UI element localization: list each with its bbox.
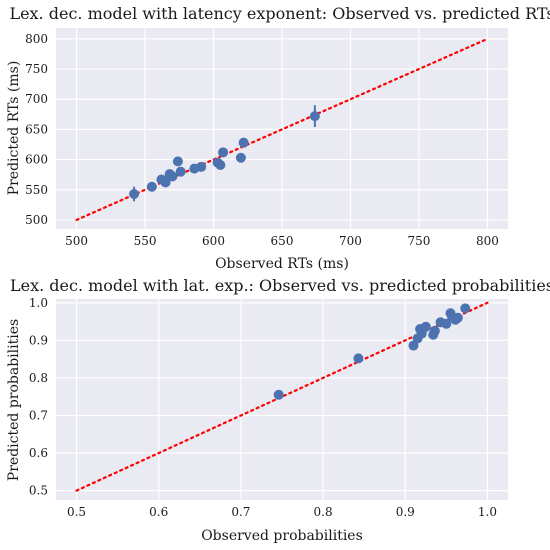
prob-y-tick-label: 0.7 [29, 408, 48, 422]
prob-y-tick-label: 0.6 [29, 446, 48, 460]
prob-x-tick-label: 0.7 [231, 505, 250, 519]
rt-x-tick-label: 500 [65, 234, 88, 248]
prob-x-tick-label: 0.8 [314, 505, 333, 519]
rt-data-point [160, 177, 171, 188]
prob-data-point [420, 321, 431, 332]
rt-x-tick-label: 700 [339, 234, 362, 248]
prob-gridlines [56, 299, 508, 500]
rt-y-axis-label: Predicted RTs (ms) [6, 61, 22, 196]
prob-chart: Lex. dec. model with lat. exp.: Observed… [6, 276, 550, 544]
rt-data-point [215, 160, 226, 171]
rt-y-tick-label: 600 [25, 153, 48, 167]
prob-x-tick-label: 0.5 [67, 505, 86, 519]
rt-data-point [146, 181, 157, 192]
rt-data-point [235, 152, 246, 163]
prob-data-point [429, 325, 440, 336]
prob-y-tick-label: 0.5 [29, 484, 48, 498]
prob-data-point [353, 353, 364, 364]
prob-y-tick-label: 0.8 [29, 371, 48, 385]
prob-points [273, 303, 471, 400]
prob-y-axis-label: Predicted probabilities [6, 319, 22, 481]
rt-x-ticks: 500 550 600 650 700 750 800 [65, 234, 499, 248]
prob-y-tick-label: 1.0 [29, 296, 48, 310]
rt-identity-line [75, 37, 489, 222]
rt-data-point [129, 188, 140, 199]
rt-y-tick-label: 500 [25, 213, 48, 227]
rt-y-tick-label: 700 [25, 92, 48, 106]
rt-y-tick-label: 800 [25, 32, 48, 46]
rt-x-tick-label: 600 [202, 234, 225, 248]
rt-y-tick-label: 550 [25, 183, 48, 197]
prob-data-point [460, 303, 471, 314]
prob-x-axis-label: Observed probabilities [201, 528, 363, 544]
rt-data-point [175, 166, 186, 177]
rt-chart-title: Lex. dec. model with latency exponent: O… [9, 4, 550, 23]
rt-y-ticks: 500 550 600 650 700 750 800 [25, 32, 48, 227]
rt-data-point [172, 156, 183, 167]
prob-y-tick-label: 0.9 [29, 333, 48, 347]
rt-y-tick-label: 650 [25, 122, 48, 136]
prob-y-ticks: 0.5 0.6 0.7 0.8 0.9 1.0 [29, 296, 48, 498]
rt-data-point [167, 171, 178, 182]
rt-x-tick-label: 750 [408, 234, 431, 248]
prob-data-point [441, 318, 452, 329]
rt-data-point [309, 111, 320, 122]
rt-x-tick-label: 800 [476, 234, 499, 248]
prob-plot-area [56, 299, 508, 500]
rt-x-tick-label: 550 [134, 234, 157, 248]
rt-data-point [218, 147, 229, 158]
rt-data-point [238, 137, 249, 148]
rt-x-tick-label: 650 [271, 234, 294, 248]
rt-x-axis-label: Observed RTs (ms) [215, 256, 349, 272]
prob-data-point [452, 312, 463, 323]
rt-y-tick-label: 750 [25, 62, 48, 76]
rt-chart: Lex. dec. model with latency exponent: O… [6, 4, 550, 272]
prob-x-tick-label: 0.9 [396, 505, 415, 519]
prob-data-point [273, 389, 284, 400]
prob-x-tick-label: 0.6 [149, 505, 168, 519]
rt-data-point [196, 161, 207, 172]
prob-x-ticks: 0.5 0.6 0.7 0.8 0.9 1.0 [67, 505, 497, 519]
prob-x-tick-label: 1.0 [478, 505, 497, 519]
prob-chart-title: Lex. dec. model with lat. exp.: Observed… [10, 276, 550, 295]
rt-points [129, 105, 320, 202]
